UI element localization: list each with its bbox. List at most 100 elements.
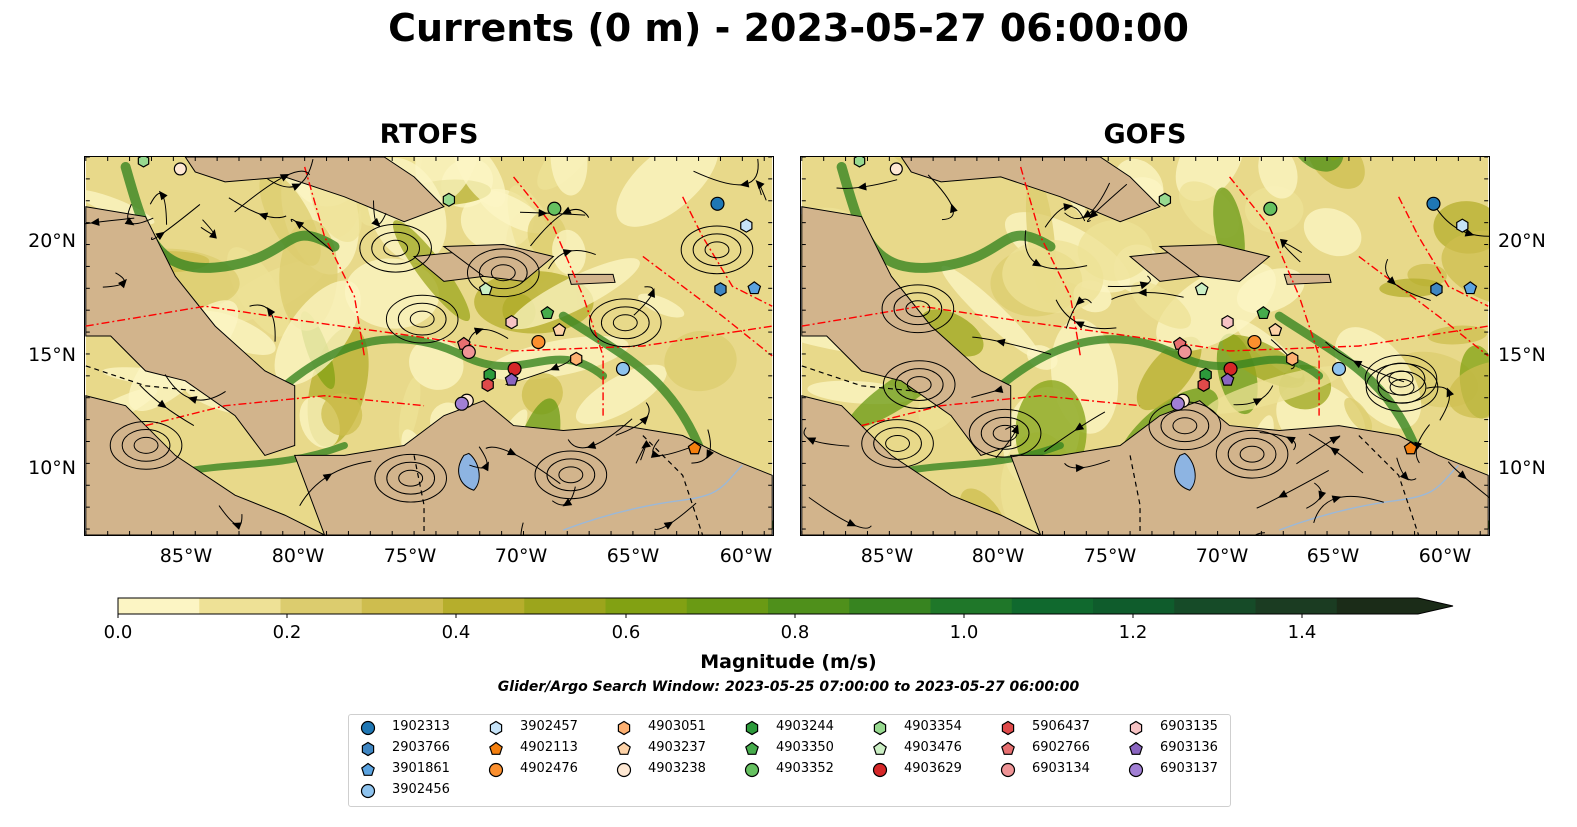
hexagon-marker-icon [361, 741, 375, 757]
float-marker-4903352 [1263, 201, 1278, 216]
colorbar-tick-label: 0.4 [441, 622, 471, 643]
y-tick-right: 20°N [1498, 230, 1546, 252]
circle-marker-icon [872, 762, 888, 778]
float-marker-6903137 [454, 396, 469, 411]
land [85, 157, 773, 535]
float-marker-4903476 [478, 282, 493, 296]
hexagon-marker-icon [361, 741, 375, 757]
colorbar-tick-label: 0.8 [780, 622, 810, 643]
pentagon-marker-icon [361, 762, 375, 776]
float-marker-6903137 [1170, 396, 1185, 411]
colorbar-tick-label: 0.0 [103, 622, 133, 643]
legend-label: 4903354 [904, 719, 962, 734]
hexagon-marker-icon [617, 720, 631, 736]
float-marker-4903352 [547, 201, 562, 216]
circle-marker-icon [488, 762, 504, 778]
colorbar-segment [1336, 598, 1419, 614]
float-marker-4903476 [1194, 282, 1209, 296]
y-tick-right: 10°N [1498, 457, 1546, 479]
x-tick-gofs: 85°W [860, 545, 914, 567]
hexagon-marker-icon [873, 720, 887, 736]
pentagon-marker-icon [1129, 741, 1143, 755]
colorbar-outline [117, 597, 1454, 615]
circle-marker-icon [1000, 762, 1016, 778]
float-marker-4902476 [531, 334, 546, 350]
colorbar-segment [361, 598, 444, 614]
hexagon-marker-icon [1001, 720, 1015, 736]
float-marker-3902456 [1331, 361, 1347, 376]
pentagon-marker-icon [617, 741, 631, 755]
float-marker-4903237 [1268, 322, 1283, 336]
legend-label: 4903051 [648, 719, 706, 734]
colorbar-segment [1093, 598, 1175, 614]
float-marker-4903350 [540, 305, 555, 320]
pentagon-marker-icon [873, 741, 887, 755]
circle-marker-icon [360, 783, 376, 799]
float-marker-1902313 [1426, 196, 1441, 211]
circle-marker-icon [616, 762, 632, 778]
legend-label: 6903134 [1032, 761, 1090, 776]
legend-label: 4903629 [904, 761, 962, 776]
circle-marker-icon [360, 783, 376, 799]
legend-label: 4902476 [520, 761, 578, 776]
x-tick-gofs: 80°W [971, 545, 1025, 567]
float-marker-4902113 [687, 441, 702, 455]
colorbar-segment [605, 598, 688, 614]
colorbar-segment [849, 598, 931, 614]
panel-title-gofs: GOFS [1103, 119, 1187, 150]
hexagon-marker-icon [1129, 720, 1143, 736]
circle-marker-icon [360, 720, 376, 736]
country-borders [85, 365, 704, 535]
colorbar-segment [118, 598, 200, 614]
pentagon-marker-icon [745, 741, 759, 755]
legend-label: 6903136 [1160, 740, 1218, 755]
legend-label: 3901861 [392, 761, 450, 776]
pentagon-marker-icon [489, 741, 503, 755]
pentagon-marker-icon [361, 762, 375, 776]
x-tick-rtofs: 60°W [719, 545, 773, 567]
colorbar-segment [199, 598, 281, 614]
figure-title: Currents (0 m) - 2023-05-27 06:00:00 [388, 6, 1189, 50]
circle-marker-icon [1128, 762, 1144, 778]
x-tick-gofs: 75°W [1083, 545, 1137, 567]
float-marker-3901861 [1463, 281, 1478, 295]
hexagon-marker-icon [489, 720, 503, 736]
colorbar-segment [1174, 598, 1256, 614]
pentagon-marker-icon [873, 741, 887, 755]
circle-marker-icon [744, 762, 760, 778]
float-marker-3901861 [747, 281, 762, 295]
y-tick-right: 15°N [1498, 344, 1546, 366]
panel-title-rtofs: RTOFS [379, 119, 479, 150]
float-marker-4903237 [552, 322, 567, 336]
hexagon-marker-icon [745, 720, 759, 736]
hexagon-marker-icon [489, 720, 503, 736]
lake [458, 452, 480, 491]
legend-label: 6903135 [1160, 719, 1218, 734]
colorbar-segment [524, 598, 606, 614]
streamline-arrows [90, 173, 765, 530]
colorbar-extend-arrow [1418, 598, 1453, 614]
legend-label: 4903352 [776, 761, 834, 776]
legend-label: 4902113 [520, 740, 578, 755]
colorbar-tick-label: 1.4 [1287, 622, 1317, 643]
circle-marker-icon [1000, 762, 1016, 778]
float-marker-4903354 [1158, 192, 1172, 207]
float-marker-extra [137, 157, 150, 168]
hexagon-marker-icon [1129, 720, 1143, 736]
legend-label: 4903350 [776, 740, 834, 755]
eez-boundaries [801, 166, 1489, 427]
pentagon-marker-icon [1001, 741, 1015, 755]
legend-label: 1902313 [392, 719, 450, 734]
legend-label: 4903237 [648, 740, 706, 755]
x-tick-rtofs: 70°W [494, 545, 548, 567]
float-marker-extra [853, 157, 866, 168]
float-marker-2903766 [714, 282, 727, 297]
streamline-arrows [806, 182, 1475, 527]
float-marker-extra [889, 162, 903, 176]
frame-ticks [801, 157, 1489, 535]
float-marker-3902456 [615, 361, 631, 376]
colorbar-tick-label: 1.2 [1118, 622, 1148, 643]
hexagon-marker-icon [873, 720, 887, 736]
legend: 1902313 2903766 3901861 3902456 3902457 49021… [348, 714, 1231, 807]
float-marker-6903136 [1220, 372, 1235, 386]
